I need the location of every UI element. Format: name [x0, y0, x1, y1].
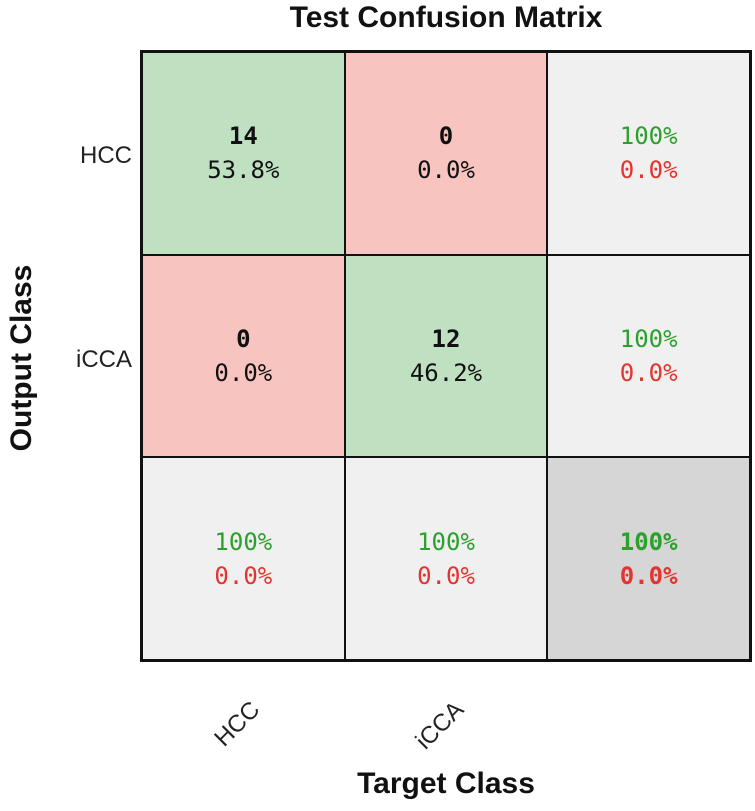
- x-axis-label: Target Class: [357, 767, 535, 800]
- overall-error-percent: 0.0%: [619, 561, 678, 590]
- cell-hcc-hcc: 14 53.8%: [142, 52, 345, 255]
- cell-count: 0: [438, 122, 454, 151]
- cell-icca-hcc: 0 0.0%: [142, 254, 345, 458]
- error-percent: 0.0%: [619, 358, 678, 387]
- overall-summary: 100% 0.0%: [547, 457, 750, 660]
- confusion-matrix: 14 53.8% 0 0.0% 100% 0.0% 0 0.0% 12 46.2…: [140, 50, 752, 662]
- col-summary-icca: 100% 0.0%: [344, 457, 548, 660]
- cell-count: 0: [236, 324, 251, 353]
- cell-count: 12: [431, 324, 461, 353]
- overall-correct-percent: 100%: [619, 527, 678, 556]
- cell-icca-icca: 12 46.2%: [344, 254, 548, 458]
- cell-percent: 0.0%: [214, 358, 273, 387]
- row-tick-hcc: HCC: [80, 142, 132, 169]
- row-summary-hcc: 100% 0.0%: [547, 52, 750, 255]
- correct-percent: 100%: [214, 527, 273, 556]
- y-axis-label: Output Class: [5, 264, 38, 452]
- col-summary-hcc: 100% 0.0%: [142, 457, 345, 660]
- cell-hcc-icca: 0 0.0%: [344, 52, 548, 255]
- row-tick-icca: iCCA: [75, 346, 132, 373]
- correct-percent: 100%: [619, 324, 678, 353]
- cell-count: 14: [228, 122, 258, 151]
- error-percent: 0.0%: [417, 561, 475, 590]
- chart-title: Test Confusion Matrix: [289, 1, 603, 34]
- error-percent: 0.0%: [619, 156, 678, 185]
- cell-percent: 53.8%: [207, 156, 280, 185]
- correct-percent: 100%: [417, 527, 475, 556]
- cell-percent: 0.0%: [417, 156, 475, 185]
- correct-percent: 100%: [619, 122, 678, 151]
- row-summary-icca: 100% 0.0%: [547, 254, 750, 458]
- cell-percent: 46.2%: [409, 358, 483, 387]
- error-percent: 0.0%: [214, 561, 273, 590]
